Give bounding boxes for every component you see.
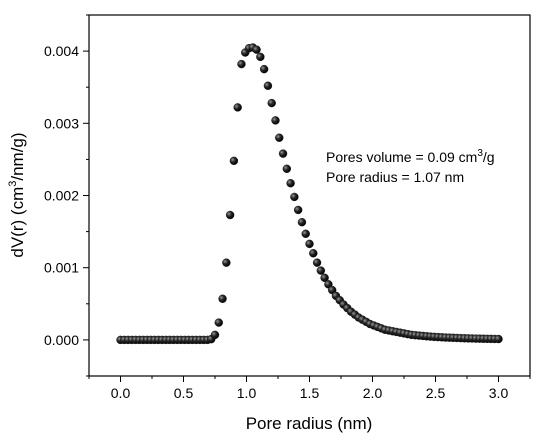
annotation-text: Pore radius = 1.07 nm	[326, 169, 464, 185]
x-tick-label: 2.0	[363, 385, 383, 401]
data-point	[252, 45, 261, 54]
data-point	[494, 334, 503, 344]
data-point	[259, 64, 269, 74]
data-point	[267, 98, 276, 108]
data-point	[222, 258, 231, 267]
data-point	[309, 249, 318, 258]
data-point	[312, 258, 322, 267]
data-point	[278, 149, 288, 158]
data-point	[225, 210, 235, 220]
y-tick-label: 0.003	[44, 115, 79, 131]
data-point	[256, 52, 265, 62]
data-point	[316, 266, 326, 275]
data-point	[275, 133, 284, 142]
data-point	[214, 318, 223, 327]
data-point	[301, 229, 310, 238]
annotations: Pores volume = 0.09 cm3/g Pore radius = 1…	[326, 148, 495, 185]
data-point	[320, 273, 329, 283]
data-point	[271, 116, 280, 125]
data-point	[293, 205, 303, 215]
data-point	[263, 81, 273, 90]
data-point	[218, 294, 227, 303]
y-axis-ticks: 0.000 0.001 0.002 0.003 0.004	[44, 14, 89, 377]
x-tick-label: 1.0	[237, 385, 257, 401]
x-axis-ticks: 0.0 0.5 1.0 1.5 2.0 2.5 3.0	[88, 376, 531, 401]
data-points	[116, 43, 503, 345]
data-point	[286, 179, 295, 188]
y-tick-label: 0.001	[44, 260, 79, 276]
x-tick-label: 0.5	[174, 385, 194, 401]
data-point	[282, 164, 292, 173]
annotation-text: Pores volume = 0.09 cm3/g	[326, 148, 495, 165]
data-point	[297, 218, 307, 227]
x-axis-title: Pore radius (nm)	[246, 414, 373, 433]
y-axis-title: dV(r) (cm3/nm/g)	[7, 132, 27, 257]
data-point	[237, 59, 246, 69]
data-point	[290, 192, 299, 202]
x-tick-label: 1.5	[300, 385, 320, 401]
x-tick-label: 2.5	[426, 385, 446, 401]
x-tick-label: 0.0	[111, 385, 131, 401]
y-tick-label: 0.000	[44, 332, 79, 348]
data-point	[233, 103, 242, 112]
data-point	[210, 330, 220, 340]
x-tick-label: 3.0	[489, 385, 509, 401]
data-point	[305, 239, 314, 249]
plot-frame	[88, 14, 531, 377]
data-point	[229, 156, 239, 166]
y-tick-label: 0.002	[44, 188, 79, 204]
y-tick-label: 0.004	[44, 43, 79, 59]
